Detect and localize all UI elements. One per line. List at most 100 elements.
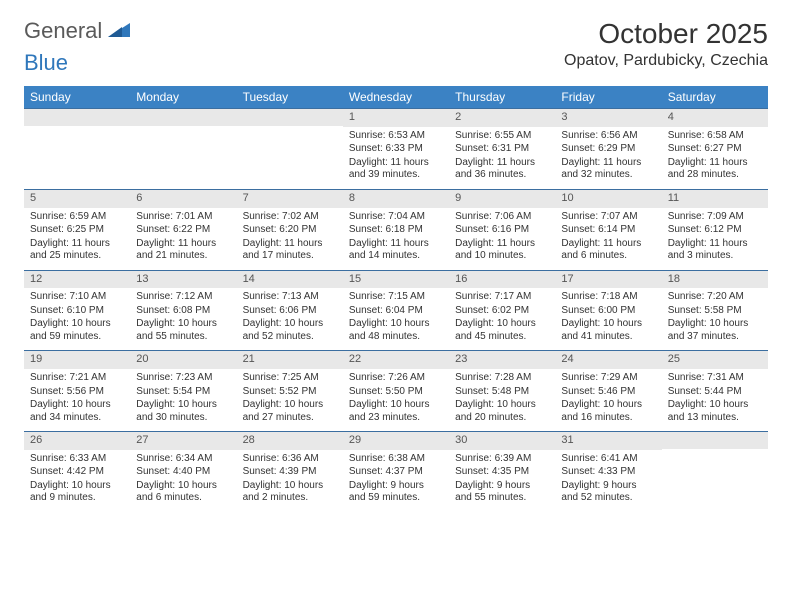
sunset-text: Sunset: 6:18 PM: [349, 224, 443, 237]
cell-body: Sunrise: 6:38 AMSunset: 4:37 PMDaylight:…: [343, 450, 449, 512]
cell-body: Sunrise: 6:53 AMSunset: 6:33 PMDaylight:…: [343, 127, 449, 189]
sunset-text: Sunset: 4:42 PM: [30, 466, 124, 479]
sunset-text: Sunset: 6:04 PM: [349, 305, 443, 318]
sunrise-text: Sunrise: 7:01 AM: [136, 211, 230, 224]
day-number: 16: [449, 271, 555, 289]
cell-body: Sunrise: 7:31 AMSunset: 5:44 PMDaylight:…: [662, 369, 768, 431]
day-number: 1: [343, 109, 449, 127]
calendar-week: 12Sunrise: 7:10 AMSunset: 6:10 PMDayligh…: [24, 270, 768, 351]
day-number: 20: [130, 351, 236, 369]
daylight-text: Daylight: 11 hours and 39 minutes.: [349, 157, 443, 182]
sunrise-text: Sunrise: 6:36 AM: [243, 453, 337, 466]
sunrise-text: Sunrise: 7:12 AM: [136, 291, 230, 304]
sunset-text: Sunset: 4:33 PM: [561, 466, 655, 479]
logo-text-blue: Blue: [24, 50, 68, 76]
calendar-cell: 3Sunrise: 6:56 AMSunset: 6:29 PMDaylight…: [555, 109, 661, 189]
calendar-cell: 17Sunrise: 7:18 AMSunset: 6:00 PMDayligh…: [555, 271, 661, 351]
sunrise-text: Sunrise: 7:18 AM: [561, 291, 655, 304]
calendar-cell: 1Sunrise: 6:53 AMSunset: 6:33 PMDaylight…: [343, 109, 449, 189]
sunrise-text: Sunrise: 7:20 AM: [668, 291, 762, 304]
day-number: 13: [130, 271, 236, 289]
calendar-cell: 7Sunrise: 7:02 AMSunset: 6:20 PMDaylight…: [237, 190, 343, 270]
calendar-cell: 10Sunrise: 7:07 AMSunset: 6:14 PMDayligh…: [555, 190, 661, 270]
cell-body: Sunrise: 6:55 AMSunset: 6:31 PMDaylight:…: [449, 127, 555, 189]
calendar-cell: 28Sunrise: 6:36 AMSunset: 4:39 PMDayligh…: [237, 432, 343, 512]
calendar-week: 19Sunrise: 7:21 AMSunset: 5:56 PMDayligh…: [24, 350, 768, 431]
sunrise-text: Sunrise: 6:34 AM: [136, 453, 230, 466]
sunset-text: Sunset: 5:48 PM: [455, 386, 549, 399]
sunset-text: Sunset: 6:22 PM: [136, 224, 230, 237]
cell-body: Sunrise: 6:34 AMSunset: 4:40 PMDaylight:…: [130, 450, 236, 512]
daylight-text: Daylight: 11 hours and 10 minutes.: [455, 238, 549, 263]
sunrise-text: Sunrise: 6:38 AM: [349, 453, 443, 466]
day-number: [24, 109, 130, 126]
day-number: 11: [662, 190, 768, 208]
calendar-week: 5Sunrise: 6:59 AMSunset: 6:25 PMDaylight…: [24, 189, 768, 270]
calendar-cell: 6Sunrise: 7:01 AMSunset: 6:22 PMDaylight…: [130, 190, 236, 270]
daylight-text: Daylight: 11 hours and 25 minutes.: [30, 238, 124, 263]
sunrise-text: Sunrise: 6:41 AM: [561, 453, 655, 466]
cell-body: Sunrise: 6:58 AMSunset: 6:27 PMDaylight:…: [662, 127, 768, 189]
calendar-cell: 16Sunrise: 7:17 AMSunset: 6:02 PMDayligh…: [449, 271, 555, 351]
title-block: October 2025 Opatov, Pardubicky, Czechia: [564, 18, 768, 70]
daylight-text: Daylight: 10 hours and 34 minutes.: [30, 399, 124, 424]
day-number: 4: [662, 109, 768, 127]
month-title: October 2025: [564, 18, 768, 50]
day-number: 2: [449, 109, 555, 127]
calendar-cell: 9Sunrise: 7:06 AMSunset: 6:16 PMDaylight…: [449, 190, 555, 270]
daylight-text: Daylight: 11 hours and 14 minutes.: [349, 238, 443, 263]
daylight-text: Daylight: 11 hours and 32 minutes.: [561, 157, 655, 182]
sunrise-text: Sunrise: 7:10 AM: [30, 291, 124, 304]
sunset-text: Sunset: 6:16 PM: [455, 224, 549, 237]
calendar-cell: 8Sunrise: 7:04 AMSunset: 6:18 PMDaylight…: [343, 190, 449, 270]
calendar-cell: 4Sunrise: 6:58 AMSunset: 6:27 PMDaylight…: [662, 109, 768, 189]
logo-text-general: General: [24, 18, 102, 44]
calendar-cell: 29Sunrise: 6:38 AMSunset: 4:37 PMDayligh…: [343, 432, 449, 512]
sunset-text: Sunset: 5:52 PM: [243, 386, 337, 399]
cell-body: Sunrise: 7:26 AMSunset: 5:50 PMDaylight:…: [343, 369, 449, 431]
weekday-header: Tuesday: [237, 86, 343, 108]
calendar-cell: 25Sunrise: 7:31 AMSunset: 5:44 PMDayligh…: [662, 351, 768, 431]
cell-body: Sunrise: 6:33 AMSunset: 4:42 PMDaylight:…: [24, 450, 130, 512]
sunrise-text: Sunrise: 7:06 AM: [455, 211, 549, 224]
calendar-week: 1Sunrise: 6:53 AMSunset: 6:33 PMDaylight…: [24, 108, 768, 189]
cell-body: Sunrise: 7:20 AMSunset: 5:58 PMDaylight:…: [662, 288, 768, 350]
daylight-text: Daylight: 11 hours and 36 minutes.: [455, 157, 549, 182]
cell-body: Sunrise: 6:39 AMSunset: 4:35 PMDaylight:…: [449, 450, 555, 512]
daylight-text: Daylight: 11 hours and 17 minutes.: [243, 238, 337, 263]
daylight-text: Daylight: 11 hours and 6 minutes.: [561, 238, 655, 263]
calendar-cell: [662, 432, 768, 512]
sunset-text: Sunset: 5:56 PM: [30, 386, 124, 399]
calendar-week: 26Sunrise: 6:33 AMSunset: 4:42 PMDayligh…: [24, 431, 768, 512]
sunrise-text: Sunrise: 6:33 AM: [30, 453, 124, 466]
weekday-header: Wednesday: [343, 86, 449, 108]
day-number: [130, 109, 236, 126]
daylight-text: Daylight: 10 hours and 30 minutes.: [136, 399, 230, 424]
weekday-header: Sunday: [24, 86, 130, 108]
day-number: 29: [343, 432, 449, 450]
sunrise-text: Sunrise: 7:26 AM: [349, 372, 443, 385]
daylight-text: Daylight: 10 hours and 13 minutes.: [668, 399, 762, 424]
daylight-text: Daylight: 10 hours and 16 minutes.: [561, 399, 655, 424]
day-number: 30: [449, 432, 555, 450]
calendar-cell: 20Sunrise: 7:23 AMSunset: 5:54 PMDayligh…: [130, 351, 236, 431]
calendar-cell: 18Sunrise: 7:20 AMSunset: 5:58 PMDayligh…: [662, 271, 768, 351]
day-number: 31: [555, 432, 661, 450]
sunrise-text: Sunrise: 6:39 AM: [455, 453, 549, 466]
sunset-text: Sunset: 6:29 PM: [561, 143, 655, 156]
day-number: 28: [237, 432, 343, 450]
cell-body: Sunrise: 7:01 AMSunset: 6:22 PMDaylight:…: [130, 208, 236, 270]
weekday-header-row: Sunday Monday Tuesday Wednesday Thursday…: [24, 86, 768, 108]
sunrise-text: Sunrise: 7:15 AM: [349, 291, 443, 304]
sunset-text: Sunset: 6:10 PM: [30, 305, 124, 318]
daylight-text: Daylight: 10 hours and 48 minutes.: [349, 318, 443, 343]
daylight-text: Daylight: 10 hours and 9 minutes.: [30, 480, 124, 505]
cell-body: Sunrise: 7:12 AMSunset: 6:08 PMDaylight:…: [130, 288, 236, 350]
daylight-text: Daylight: 10 hours and 37 minutes.: [668, 318, 762, 343]
daylight-text: Daylight: 10 hours and 23 minutes.: [349, 399, 443, 424]
daylight-text: Daylight: 9 hours and 52 minutes.: [561, 480, 655, 505]
cell-body: Sunrise: 6:59 AMSunset: 6:25 PMDaylight:…: [24, 208, 130, 270]
day-number: 17: [555, 271, 661, 289]
daylight-text: Daylight: 10 hours and 45 minutes.: [455, 318, 549, 343]
sunset-text: Sunset: 6:00 PM: [561, 305, 655, 318]
